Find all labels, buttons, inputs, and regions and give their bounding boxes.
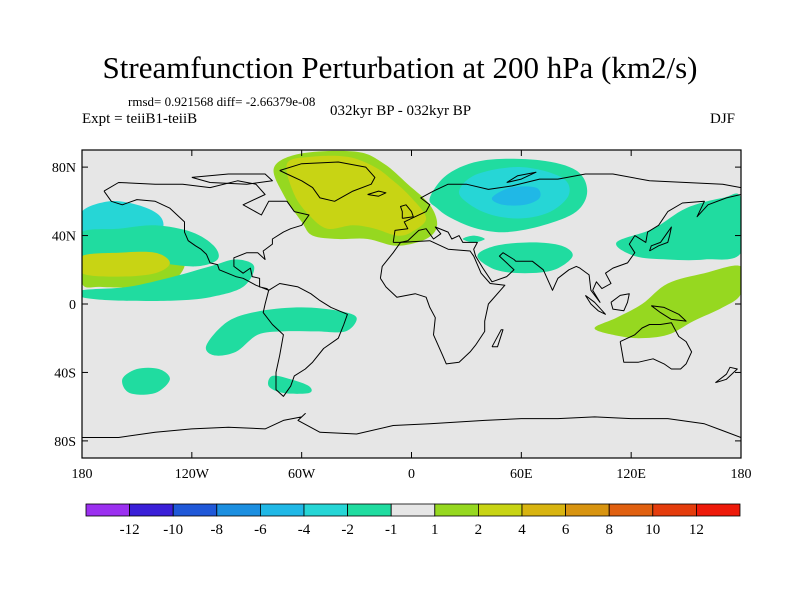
coastline <box>367 190 387 197</box>
coastline <box>279 161 376 202</box>
anomaly-region <box>594 265 741 339</box>
stats-label: rmsd= 0.921568 diff= -2.66379e-08 <box>128 94 316 109</box>
colorbar-label: 2 <box>475 522 483 538</box>
colorbar-label: 1 <box>431 522 439 538</box>
coastline <box>649 226 672 252</box>
y-tick-label: 80S <box>54 435 76 450</box>
colorbar-box <box>172 503 218 517</box>
colorbar-label: -8 <box>211 522 224 538</box>
colorbar-label: -1 <box>385 522 398 538</box>
colorbar-box <box>390 503 436 517</box>
anomaly-region <box>205 307 357 356</box>
colorbar-box <box>434 503 479 517</box>
anomaly-region <box>286 155 427 236</box>
x-tick-label: 0 <box>408 467 415 482</box>
plot-layer: 180 120W 60W 0 60E 120E 180 80N 40N 0 40S 80S <box>52 149 752 482</box>
period-label: 032kyr BP - 032kyr BP <box>330 103 472 119</box>
colorbar-box <box>477 503 523 517</box>
y-tick-label: 80N <box>52 161 76 176</box>
colorbar-box <box>259 503 305 517</box>
coastline <box>610 293 630 312</box>
coastline <box>491 329 504 348</box>
colorbar-label: 4 <box>518 522 526 538</box>
colorbar-box <box>216 503 261 517</box>
coastline <box>619 322 693 370</box>
anomaly-regions <box>82 150 741 395</box>
experiment-label: Expt = teiiB1-teiiB <box>82 111 198 127</box>
coastline <box>262 283 348 397</box>
colorbar-box <box>521 503 566 517</box>
x-tick-label: 120W <box>175 467 210 482</box>
y-tick-label: 40S <box>54 366 76 381</box>
colorbar-box <box>652 503 697 517</box>
colorbar-box <box>608 503 654 517</box>
anomaly-region <box>491 186 541 206</box>
coastline <box>506 171 537 183</box>
x-tick-label: 180 <box>72 467 93 482</box>
anomaly-region <box>122 367 170 395</box>
anomaly-region <box>616 193 741 261</box>
x-tick-label: 180 <box>731 467 752 482</box>
colorbar-box <box>129 503 174 517</box>
chart-title: Streamfunction Perturbation at 200 hPa (… <box>102 50 698 85</box>
coastline <box>651 305 687 322</box>
colorbar-label: -12 <box>120 522 140 538</box>
colorbar-label: 10 <box>645 522 660 538</box>
y-tick-label: 40N <box>52 230 76 245</box>
colorbar-layer: -12 -10 -8 -6 -4 -2 -1 1 2 4 6 8 10 12 <box>85 503 741 538</box>
coastline <box>82 413 741 438</box>
colorbar-label: -2 <box>341 522 354 538</box>
coastline <box>392 173 741 303</box>
anomaly-region <box>82 259 255 301</box>
anomaly-region <box>267 375 312 394</box>
colorbar-label: -6 <box>254 522 267 538</box>
anomaly-region <box>477 242 573 274</box>
colorbar-box <box>85 503 130 517</box>
y-tick-label: 0 <box>69 298 76 313</box>
coastline <box>191 173 273 185</box>
colorbar-label: -4 <box>298 522 311 538</box>
colorbar-label: 8 <box>605 522 613 538</box>
season-label: DJF <box>710 111 736 127</box>
coastline <box>103 180 310 291</box>
colorbar-label: -10 <box>163 522 183 538</box>
colorbar-box <box>565 503 610 517</box>
coastline <box>715 366 738 384</box>
colorbar-label: 6 <box>562 522 570 538</box>
anomaly-region <box>462 235 485 243</box>
coastline <box>584 295 606 315</box>
coastlines <box>82 161 741 438</box>
colorbar-label: 12 <box>689 522 704 538</box>
x-tick-label: 60W <box>288 467 316 482</box>
coastline <box>400 204 414 219</box>
coastline <box>379 240 506 365</box>
colorbar-box <box>303 503 348 517</box>
x-tick-label: 60E <box>510 467 533 482</box>
anomaly-region <box>82 251 170 277</box>
colorbar-box <box>696 503 741 517</box>
colorbar-box <box>347 503 392 517</box>
x-tick-label: 120E <box>616 467 646 482</box>
